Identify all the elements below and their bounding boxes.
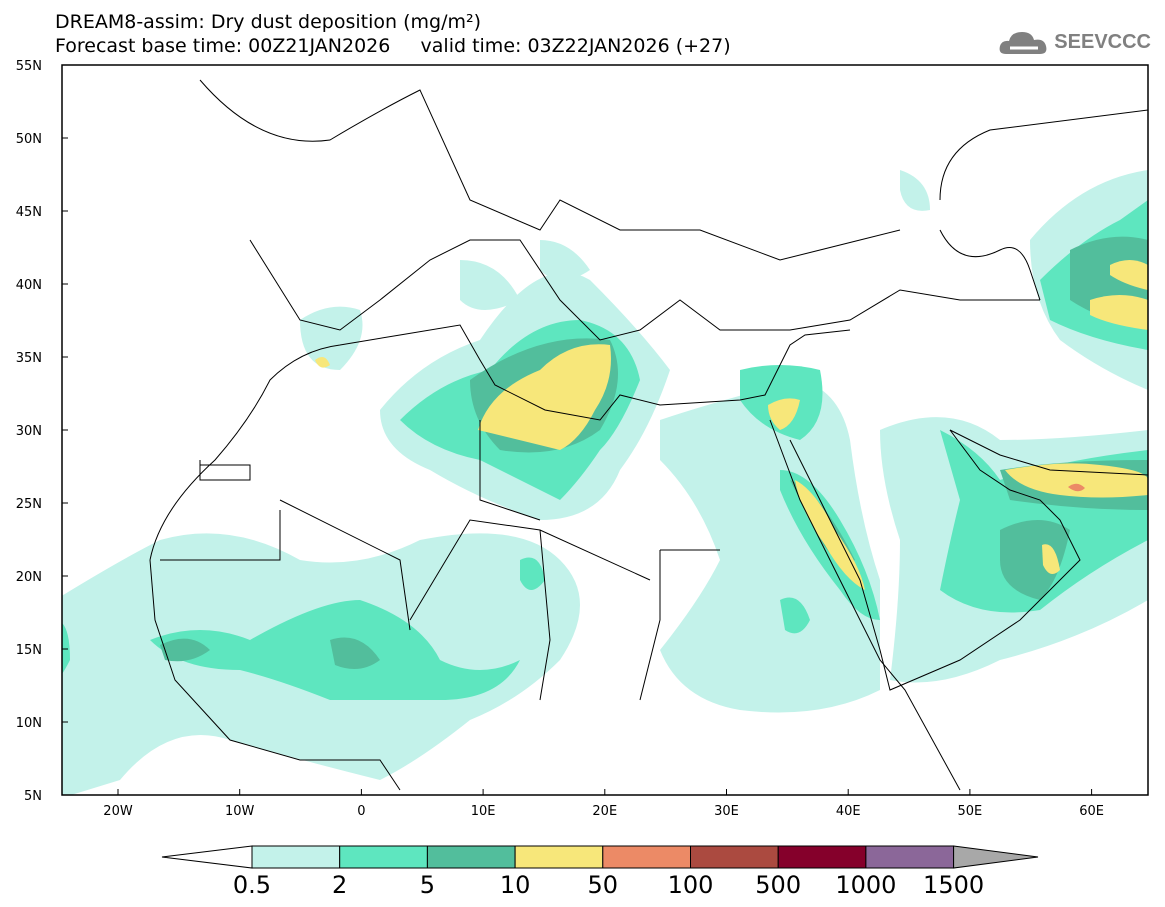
lat-label: 40N — [16, 278, 42, 293]
lon-label: 30E — [714, 804, 739, 819]
lon-label: 10W — [225, 804, 255, 819]
colorbar-label: 5 — [420, 871, 435, 899]
logo-text: SEEVCCC — [1054, 30, 1151, 53]
lon-label: 20E — [592, 804, 617, 819]
colorbar: 0.5 2 5 10 50 100 500 1000 1500 — [161, 845, 1039, 899]
lat-label: 45N — [16, 205, 42, 220]
dust-field — [62, 170, 1148, 795]
colorbar-label: 0.5 — [233, 871, 271, 899]
colorbar-swatch — [602, 845, 691, 869]
lat-label: 50N — [16, 132, 42, 147]
lat-label: 35N — [16, 351, 42, 366]
colorbar-swatch — [690, 845, 779, 869]
lon-label: 40E — [836, 804, 861, 819]
dust-level-50 — [1068, 483, 1085, 492]
colorbar-swatch — [339, 845, 428, 869]
cloud-icon — [999, 32, 1047, 54]
forecast-times: Forecast base time: 00Z21JAN2026 valid t… — [55, 35, 731, 57]
lat-label: 10N — [16, 716, 42, 731]
colorbar-swatch — [777, 845, 867, 869]
seevccc-logo: SEEVCCC — [998, 28, 1151, 56]
lon-label: 20W — [103, 804, 133, 819]
lat-label: 30N — [16, 424, 42, 439]
lat-labels: 55N 50N 45N 40N 35N 30N 25N 20N 15N 10N 5N — [16, 59, 68, 804]
colorbar-label: 10 — [500, 871, 531, 899]
lat-label: 25N — [16, 497, 42, 512]
map-title: DREAM8-assim: Dry dust deposition (mg/m²… — [55, 11, 482, 33]
lon-labels: 20W 10W 0 10E 20E 30E 40E 50E 60E — [103, 789, 1104, 819]
lat-label: 55N — [16, 59, 42, 74]
colorbar-over-arrow — [953, 845, 1039, 869]
lat-label: 20N — [16, 570, 42, 585]
lat-label: 5N — [24, 789, 42, 804]
colorbar-label: 50 — [588, 871, 619, 899]
lat-label: 15N — [16, 643, 42, 658]
colorbar-label: 1500 — [923, 871, 984, 899]
colorbar-swatch — [865, 845, 955, 869]
dust-level-10 — [315, 260, 1148, 590]
coastlines — [149, 79, 1148, 791]
colorbar-label: 2 — [332, 871, 347, 899]
lon-label: 50E — [958, 804, 983, 819]
lon-label: 10E — [471, 804, 496, 819]
colorbar-label: 1000 — [835, 871, 896, 899]
lon-label: 60E — [1079, 804, 1104, 819]
colorbar-swatch — [426, 845, 516, 869]
colorbar-under-arrow — [161, 845, 253, 869]
colorbar-swatch — [514, 845, 604, 869]
colorbar-label: 500 — [755, 871, 801, 899]
colorbar-swatch — [251, 845, 341, 869]
colorbar-label: 100 — [668, 871, 714, 899]
lon-label: 0 — [357, 804, 365, 819]
